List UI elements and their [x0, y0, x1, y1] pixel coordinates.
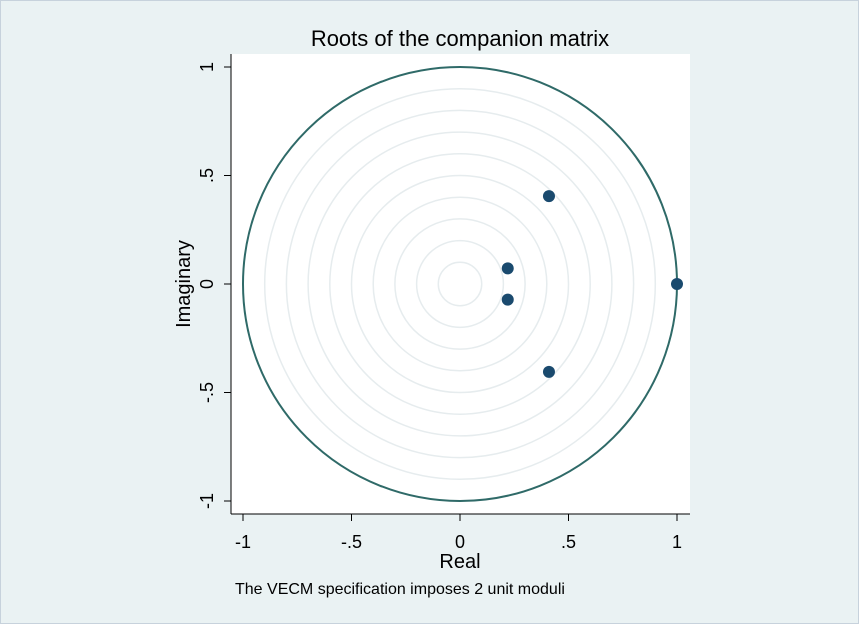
root-point: [671, 278, 683, 290]
plot-region: [231, 54, 690, 514]
grid-circle: [263, 87, 657, 481]
grid-circle: [437, 261, 483, 307]
x-tick-label: 0: [455, 532, 465, 552]
grid-circles: [263, 87, 657, 481]
y-axis-label: Imaginary: [173, 240, 195, 328]
grid-circle: [350, 174, 570, 394]
root-point: [542, 365, 555, 378]
y-tick-label: 0: [197, 279, 217, 289]
y-tick-label: 1: [197, 62, 217, 72]
chart-note: The VECM specification imposes 2 unit mo…: [235, 581, 565, 598]
x-tick-label: 1: [672, 532, 682, 552]
y-tick-label: -.5: [197, 382, 217, 403]
grid-circle: [329, 153, 591, 415]
points: [501, 190, 683, 378]
x-tick-label: -1: [235, 532, 251, 552]
grid-circle: [394, 218, 526, 350]
x-axis-label: Real: [439, 551, 480, 573]
root-point: [501, 293, 514, 306]
x-tick-label: .5: [561, 532, 576, 552]
root-point: [501, 262, 514, 275]
x-tick-label: -.5: [341, 532, 362, 552]
grid-circle: [415, 239, 505, 329]
root-point: [542, 190, 555, 203]
chart-title: Roots of the companion matrix: [311, 26, 609, 51]
grid-circle: [307, 131, 613, 437]
grid-circle: [372, 196, 548, 372]
grid-circle: [285, 109, 635, 459]
y-tick-label: .5: [197, 168, 217, 183]
axes: -1 -.5 0 .5 1 -1 -.5 0 .5 1: [197, 54, 690, 552]
y-tick-label: -1: [197, 493, 217, 509]
